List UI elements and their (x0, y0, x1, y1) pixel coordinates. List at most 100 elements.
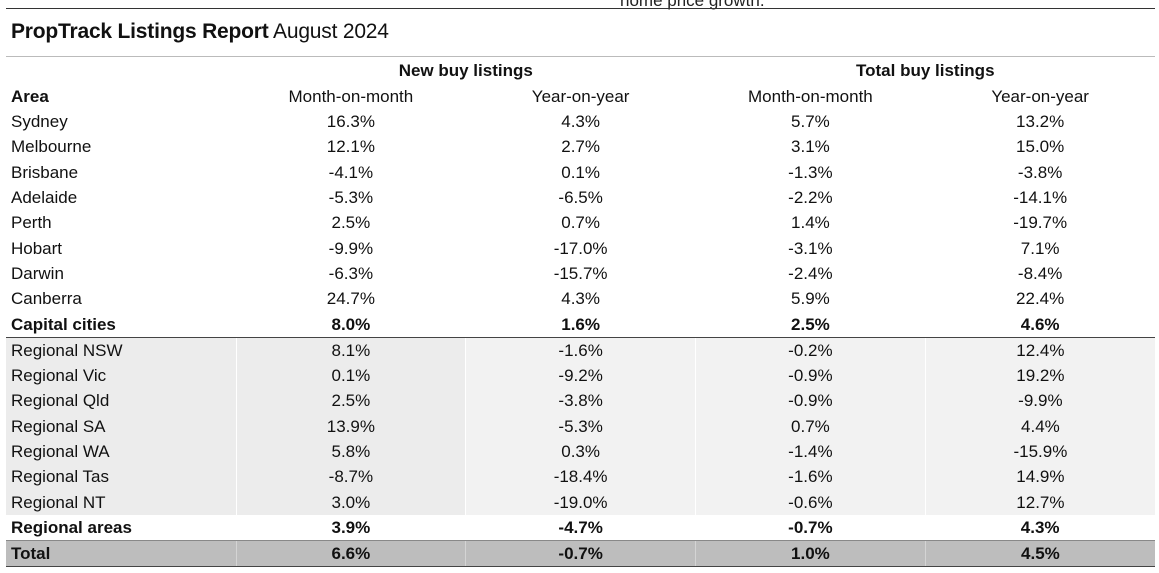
new-yoy-cell: -5.3% (465, 413, 696, 439)
new-mom-cell: -5.3% (328, 188, 374, 208)
area-cell: Regional SA (6, 413, 236, 439)
total-mom-cell: 1.0% (695, 540, 926, 568)
table-row: Total 6.6% -0.7% 1.0% 4.5% (6, 540, 1156, 568)
area-header: Area (11, 86, 49, 106)
new-yoy-cell: -3.8% (465, 388, 696, 414)
table-row: Regional SA 13.9% -5.3% 0.7% 4.4% (6, 413, 1156, 439)
new-mom-cell: 24.7% (326, 289, 375, 309)
table-row: Perth 2.5% 0.7% 1.4% -19.7% (6, 210, 1155, 235)
total-mom-cell: 2.5% (695, 311, 926, 338)
total-yoy-cell: -15.9% (924, 438, 1156, 465)
total-mom-cell: 0.7% (695, 413, 926, 439)
total-yoy-cell: 7.1% (1020, 238, 1060, 258)
total-yoy-cell: 22.4% (1016, 289, 1065, 309)
new-yoy-cell: 2.7% (561, 137, 600, 157)
new-mom-cell: 8.0% (236, 311, 466, 338)
total-yoy-cell: 4.3% (925, 514, 1156, 541)
table-row: Regional Tas -8.7% -18.4% -1.6% 14.9% (6, 464, 1156, 490)
table-row: Darwin -6.3% -15.7% -2.4% -8.4% (6, 261, 1155, 286)
new-yoy-cell: 4.3% (561, 289, 600, 309)
sub-header-new-mom: Month-on-month (288, 86, 414, 106)
new-yoy-cell: -18.4% (465, 464, 696, 490)
sub-header-total-mom: Month-on-month (748, 86, 873, 106)
group-header-row: New buy listings Total buy listings (6, 57, 1155, 83)
total-mom-cell: -2.2% (788, 188, 833, 208)
total-mom-cell: -0.7% (695, 514, 926, 541)
new-yoy-cell: 1.6% (465, 311, 696, 338)
group-header-total: Total buy listings (856, 60, 995, 80)
table-body: Sydney 16.3% 4.3% 5.7% 13.2% Melbourne 12.1% 2.… (6, 109, 1156, 568)
total-yoy-cell: 4.6% (925, 311, 1156, 338)
total-mom-cell: -0.9% (695, 362, 926, 389)
new-yoy-cell: -17.0% (553, 238, 608, 258)
listings-table: New buy listings Total buy listings Area… (6, 57, 1156, 568)
new-mom-cell: -9.9% (328, 238, 374, 258)
sub-header-new-yoy: Year-on-year (531, 86, 630, 106)
total-yoy-cell: -9.9% (924, 388, 1156, 414)
area-cell: Canberra (11, 289, 82, 309)
sub-header-row: Area Month-on-month Year-on-year Month-o… (6, 83, 1155, 109)
total-yoy-cell: -8.4% (1017, 263, 1063, 283)
new-yoy-cell: 0.7% (561, 213, 600, 233)
total-mom-cell: -2.4% (788, 263, 833, 283)
total-yoy-cell: 15.0% (1016, 137, 1065, 157)
new-mom-cell: 8.1% (235, 337, 466, 363)
cutoff-text: home price growth. (620, 0, 765, 10)
group-header-new: New buy listings (398, 60, 533, 80)
total-yoy-cell: 4.4% (924, 413, 1156, 439)
table-row: Regional Vic 0.1% -9.2% -0.9% 19.2% (6, 362, 1156, 389)
report-title: PropTrack Listings Report August 2024 (11, 20, 389, 44)
area-cell: Brisbane (11, 162, 79, 182)
total-yoy-cell: 14.9% (924, 464, 1156, 490)
total-yoy-cell: 4.5% (924, 540, 1156, 568)
table-row: Canberra 24.7% 4.3% 5.9% 22.4% (6, 286, 1155, 311)
new-mom-cell: 3.9% (236, 514, 466, 541)
top-divider (6, 8, 1155, 9)
total-yoy-cell: -19.7% (1013, 213, 1068, 233)
new-mom-cell: 16.3% (326, 112, 375, 132)
total-yoy-cell: 12.7% (924, 489, 1156, 515)
area-cell: Regional areas (6, 514, 236, 541)
area-cell: Melbourne (11, 137, 92, 157)
new-yoy-cell: -1.6% (465, 337, 696, 363)
new-mom-cell: 5.8% (235, 438, 466, 465)
area-cell: Adelaide (11, 188, 78, 208)
new-mom-cell: -8.7% (235, 464, 466, 490)
new-mom-cell: -4.1% (328, 162, 374, 182)
total-mom-cell: -0.6% (695, 489, 926, 515)
sub-header-total-yoy: Year-on-year (991, 86, 1089, 106)
total-yoy-cell: -14.1% (1013, 188, 1068, 208)
title-divider (6, 56, 1155, 57)
area-cell: Regional Qld (6, 388, 236, 414)
table-row: Regional NT 3.0% -19.0% -0.6% 12.7% (6, 489, 1156, 515)
new-yoy-cell: 0.3% (465, 438, 696, 465)
total-yoy-cell: 19.2% (924, 362, 1156, 389)
total-mom-cell: -1.4% (695, 438, 926, 465)
table-row: Brisbane -4.1% 0.1% -1.3% -3.8% (6, 160, 1155, 185)
table-row: Adelaide -5.3% -6.5% -2.2% -14.1% (6, 185, 1155, 210)
new-yoy-cell: -0.7% (465, 540, 696, 568)
total-mom-cell: -1.6% (695, 464, 926, 490)
new-yoy-cell: 4.3% (561, 112, 600, 132)
total-mom-cell: -0.9% (695, 388, 926, 414)
table-row: Melbourne 12.1% 2.7% 3.1% 15.0% (6, 134, 1155, 159)
new-mom-cell: 3.0% (235, 489, 466, 515)
total-yoy-cell: 12.4% (924, 337, 1156, 363)
table-row: Hobart -9.9% -17.0% -3.1% 7.1% (6, 235, 1155, 260)
area-cell: Capital cities (6, 311, 236, 338)
total-mom-cell: 3.1% (791, 137, 830, 157)
area-cell: Regional Vic (6, 362, 236, 389)
table-row: Regional WA 5.8% 0.3% -1.4% -15.9% (6, 438, 1156, 465)
new-yoy-cell: -6.5% (558, 188, 603, 208)
new-mom-cell: 6.6% (235, 540, 466, 568)
total-yoy-cell: 13.2% (1016, 112, 1065, 132)
group-header-blank (6, 57, 236, 83)
area-cell: Perth (11, 213, 52, 233)
new-mom-cell: 0.1% (235, 362, 466, 389)
new-mom-cell: -6.3% (328, 263, 374, 283)
area-cell: Regional NSW (6, 337, 236, 363)
report-title-bold: PropTrack Listings Report (11, 20, 269, 43)
total-mom-cell: -1.3% (788, 162, 833, 182)
total-mom-cell: 5.9% (791, 289, 830, 309)
area-cell: Regional Tas (6, 464, 236, 490)
